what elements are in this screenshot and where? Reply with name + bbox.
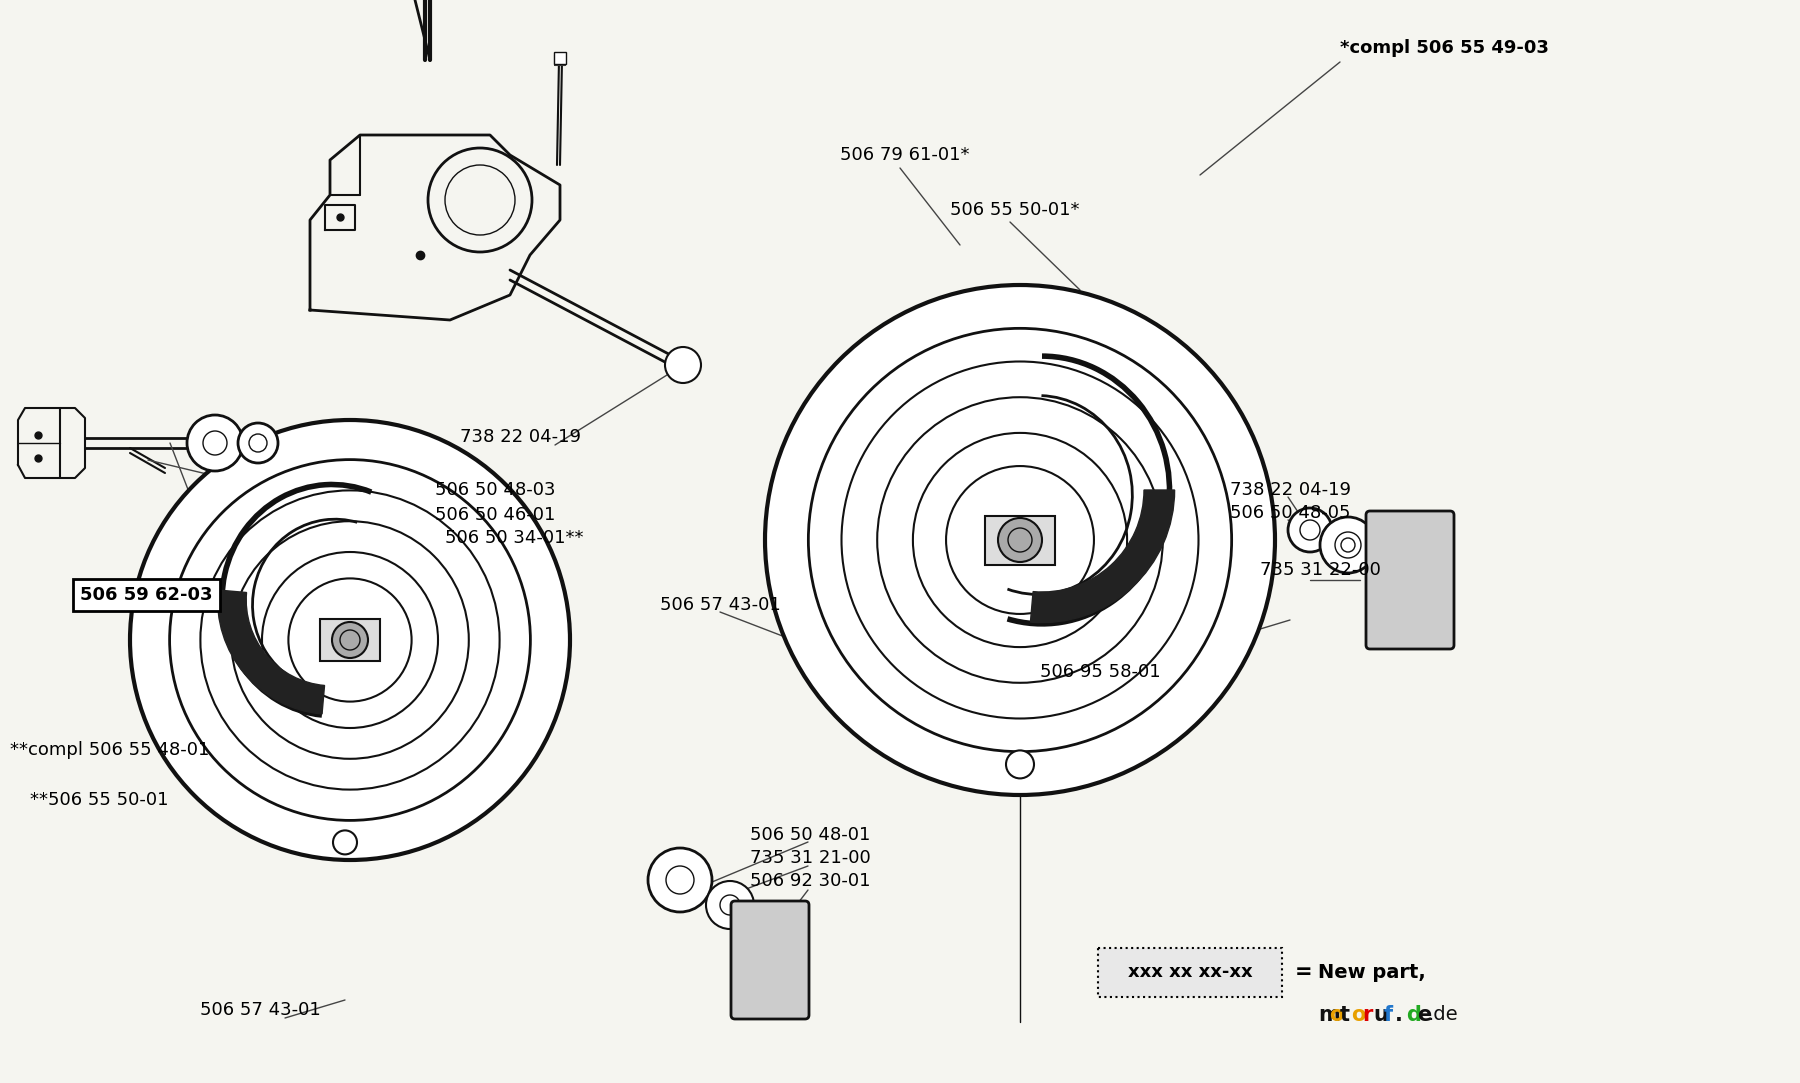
- Circle shape: [331, 622, 367, 658]
- Text: 506 55 50-01*: 506 55 50-01*: [950, 201, 1080, 219]
- Text: o: o: [1328, 1005, 1343, 1025]
- Circle shape: [1006, 751, 1033, 779]
- Text: 738 22 04-19: 738 22 04-19: [461, 428, 581, 446]
- Text: 506 95 58-01: 506 95 58-01: [1040, 663, 1161, 681]
- Text: u: u: [1373, 1005, 1388, 1025]
- Text: f: f: [1384, 1005, 1393, 1025]
- Text: New part,: New part,: [1318, 963, 1426, 981]
- Text: 735 31 21-00: 735 31 21-00: [751, 849, 871, 867]
- Circle shape: [333, 831, 356, 854]
- FancyBboxPatch shape: [731, 901, 808, 1019]
- Text: 738 22 04-19: 738 22 04-19: [1229, 481, 1352, 499]
- Circle shape: [169, 459, 531, 821]
- Circle shape: [1289, 508, 1332, 552]
- Text: 506 57 43-01: 506 57 43-01: [200, 1001, 320, 1019]
- Text: m: m: [1318, 1005, 1339, 1025]
- Text: o: o: [1352, 1005, 1366, 1025]
- Text: 506 79 61-01*: 506 79 61-01*: [841, 146, 970, 164]
- Text: 506 50 46-01: 506 50 46-01: [436, 506, 556, 524]
- Text: 506 92 30-01: 506 92 30-01: [751, 872, 871, 890]
- Text: xxx xx xx-xx: xxx xx xx-xx: [1127, 963, 1253, 981]
- Circle shape: [648, 848, 713, 912]
- Circle shape: [1319, 517, 1375, 573]
- Circle shape: [664, 347, 700, 383]
- Text: 506 50 48-03: 506 50 48-03: [436, 481, 556, 499]
- Text: 506 50 48-05: 506 50 48-05: [1229, 504, 1350, 522]
- Text: 506 50 48-01: 506 50 48-01: [751, 826, 871, 844]
- Text: d: d: [1406, 1005, 1420, 1025]
- Circle shape: [842, 362, 1199, 718]
- Text: =: =: [1294, 962, 1312, 982]
- Circle shape: [997, 518, 1042, 562]
- Circle shape: [200, 491, 500, 790]
- Text: .: .: [1395, 1005, 1402, 1025]
- Circle shape: [808, 328, 1231, 752]
- Text: 506 50 34-01**: 506 50 34-01**: [445, 529, 583, 547]
- Text: 506 59 62-03: 506 59 62-03: [79, 586, 212, 604]
- Text: t: t: [1339, 1005, 1350, 1025]
- FancyBboxPatch shape: [985, 516, 1055, 564]
- Text: 506 57 43-01: 506 57 43-01: [661, 596, 781, 614]
- Wedge shape: [218, 590, 324, 714]
- Text: e: e: [1417, 1005, 1431, 1025]
- Text: **compl 506 55 48-01: **compl 506 55 48-01: [11, 741, 209, 759]
- Circle shape: [706, 880, 754, 929]
- Text: 735 31 22-00: 735 31 22-00: [1260, 561, 1381, 579]
- Circle shape: [187, 415, 243, 471]
- Circle shape: [130, 420, 571, 860]
- Text: **506 55 50-01: **506 55 50-01: [31, 791, 169, 809]
- Circle shape: [765, 285, 1274, 795]
- FancyBboxPatch shape: [320, 619, 380, 661]
- FancyBboxPatch shape: [1098, 948, 1282, 997]
- Circle shape: [238, 423, 277, 464]
- Text: .de: .de: [1427, 1005, 1458, 1025]
- Text: r: r: [1363, 1005, 1372, 1025]
- FancyBboxPatch shape: [1366, 511, 1454, 649]
- Text: *compl 506 55 49-03: *compl 506 55 49-03: [1339, 39, 1548, 57]
- Wedge shape: [1030, 490, 1175, 623]
